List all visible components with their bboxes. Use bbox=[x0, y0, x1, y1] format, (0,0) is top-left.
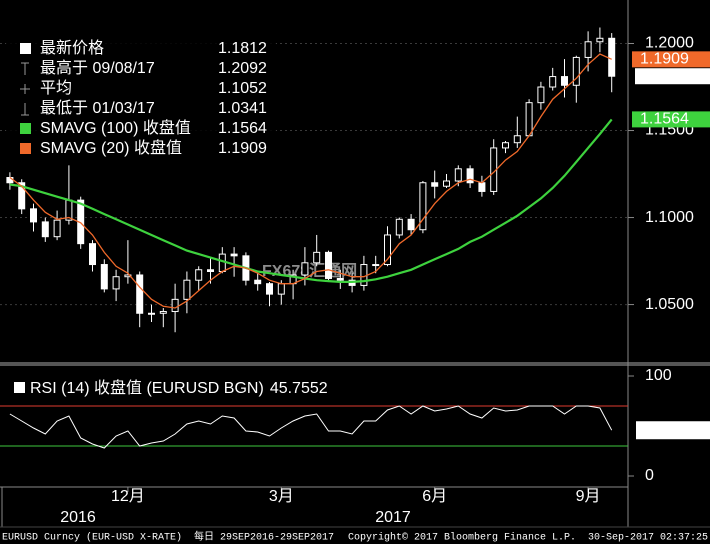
legend-icon bbox=[20, 123, 31, 134]
legend-value: 1.0341 bbox=[218, 100, 267, 117]
candle-body bbox=[584, 41, 592, 58]
candle-body bbox=[596, 37, 604, 43]
rsi-title: RSI (14) 收盘值 (EURUSD BGN) 45.7552 bbox=[30, 378, 328, 397]
candle-body bbox=[207, 269, 214, 272]
legend-icon bbox=[20, 43, 31, 54]
legend-value: 1.1812 bbox=[218, 40, 267, 57]
footer-range: 每日 29SEP2016-29SEP2017 bbox=[194, 530, 334, 544]
candle-body bbox=[159, 311, 167, 314]
candle-body bbox=[549, 76, 557, 88]
candle-body bbox=[572, 56, 580, 86]
y-tick-label: 100 bbox=[645, 367, 672, 384]
legend-value: 1.1909 bbox=[218, 140, 267, 157]
legend-value: 1.2092 bbox=[218, 60, 267, 77]
candle-body bbox=[112, 276, 120, 290]
candle-body bbox=[395, 218, 403, 236]
candle-body bbox=[301, 262, 309, 276]
rsi-legend-icon bbox=[14, 382, 25, 393]
candle-body bbox=[431, 182, 439, 187]
candle-body bbox=[443, 180, 450, 187]
candle-body bbox=[195, 269, 203, 281]
y-tick-label: 1.0500 bbox=[645, 296, 694, 313]
legend-icon bbox=[21, 62, 29, 75]
candle-body bbox=[478, 182, 486, 192]
legend-label: 平均 bbox=[40, 79, 72, 97]
x-tick-label: 3月 bbox=[269, 488, 294, 505]
legend-label: 最新价格 bbox=[40, 39, 104, 57]
candle-body bbox=[561, 76, 568, 86]
legend-icon bbox=[20, 143, 31, 154]
candle-body bbox=[525, 102, 533, 137]
candle-body bbox=[537, 86, 545, 104]
candle-body bbox=[266, 283, 273, 295]
x-tick-label: 6月 bbox=[422, 488, 447, 505]
y-tick-label: 1.2000 bbox=[645, 35, 694, 52]
candle-body bbox=[372, 264, 380, 267]
legend-value: 1.1052 bbox=[218, 80, 267, 97]
watermark: FX678汇通网 bbox=[262, 262, 357, 280]
legend-background bbox=[6, 38, 276, 160]
candle-body bbox=[313, 251, 321, 264]
candle-body bbox=[183, 279, 191, 300]
last-value-box bbox=[635, 68, 710, 85]
y-tick-label: 0 bbox=[645, 467, 654, 484]
x-year-label: 2016 bbox=[60, 509, 96, 526]
candle-body bbox=[277, 283, 285, 295]
candle-body bbox=[53, 219, 61, 238]
last-value-label: 1.1564 bbox=[640, 111, 689, 128]
legend-icon bbox=[20, 84, 30, 94]
footer-copyright: Copyright© 2017 Bloomberg Finance L.P. bbox=[348, 532, 576, 544]
rsi-value: 45.7552 bbox=[270, 380, 328, 397]
candle-body bbox=[336, 277, 344, 281]
candle-body bbox=[513, 135, 521, 144]
candle-body bbox=[419, 182, 427, 231]
candle-body bbox=[254, 279, 262, 285]
last-value-label: 1.1812 bbox=[643, 67, 692, 84]
x-year-label: 2017 bbox=[375, 509, 411, 526]
legend-icon bbox=[21, 103, 29, 116]
candle-body bbox=[30, 208, 37, 223]
candle-body bbox=[100, 264, 108, 290]
rsi-name: RSI (14) 收盘值 (EURUSD BGN) bbox=[30, 378, 264, 397]
candle-body bbox=[41, 221, 49, 238]
x-tick-label: 12月 bbox=[111, 488, 145, 505]
candle-body bbox=[454, 168, 462, 182]
sma-line bbox=[9, 53, 612, 309]
candle-body bbox=[466, 168, 474, 184]
candle-body bbox=[608, 37, 616, 77]
legend: 最新价格 1.1812 最高于 09/08/17 1.2092 平均 1.105… bbox=[6, 38, 276, 160]
candle-body bbox=[230, 253, 238, 257]
candle-body bbox=[89, 243, 96, 266]
y-tick-label: 1.1000 bbox=[645, 209, 694, 226]
candle-body bbox=[18, 182, 26, 210]
footer-source: EURUSD Curncy (EUR-USD X-RATE) bbox=[2, 532, 182, 544]
candle-body bbox=[325, 251, 332, 279]
last-value-label: 1.1909 bbox=[640, 51, 689, 68]
rsi-line bbox=[9, 405, 613, 449]
footer-timestamp: 30-Sep-2017 02:37:25 bbox=[588, 533, 708, 544]
legend-label: 最低于 01/03/17 bbox=[40, 99, 155, 117]
legend-value: 1.1564 bbox=[218, 120, 267, 137]
candle-body bbox=[407, 218, 415, 231]
last-value-box bbox=[632, 51, 710, 68]
legend-label: SMAVG (100) 收盘值 bbox=[40, 118, 191, 137]
candle-body bbox=[148, 312, 155, 315]
sma-line bbox=[9, 118, 613, 283]
candle-body bbox=[171, 298, 179, 313]
candle-body bbox=[136, 274, 144, 314]
candle-body bbox=[502, 142, 509, 149]
legend-label: 最高于 09/08/17 bbox=[40, 59, 155, 77]
last-value-label: 45.7552 bbox=[643, 421, 701, 438]
candle-body bbox=[384, 234, 391, 266]
last-value-box bbox=[632, 111, 710, 128]
legend-label: SMAVG (20) 收盘值 bbox=[40, 138, 182, 157]
last-value-box bbox=[636, 421, 710, 440]
panel-divider bbox=[0, 362, 710, 366]
x-tick-label: 9月 bbox=[576, 488, 601, 505]
